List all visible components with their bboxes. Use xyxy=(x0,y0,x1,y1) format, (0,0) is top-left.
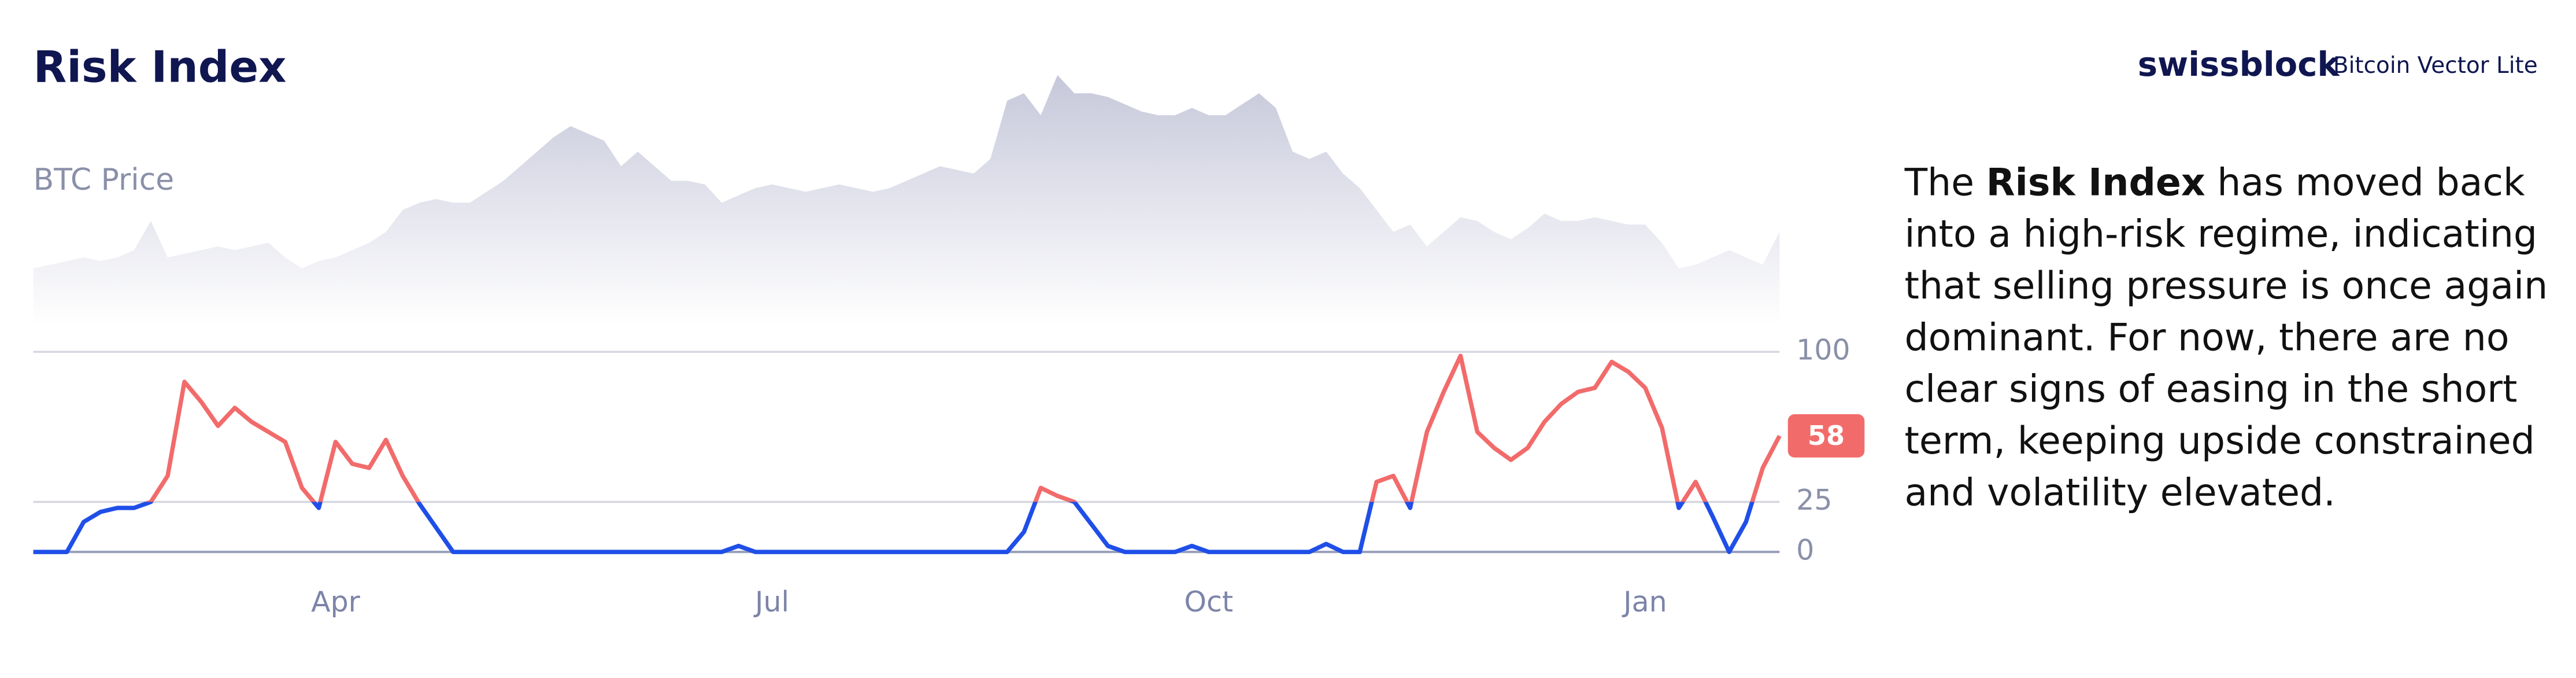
y-tick-label: 25 xyxy=(1796,484,1832,517)
x-tick-label: Apr xyxy=(311,585,361,618)
product: Bitcoin Vector Lite xyxy=(2333,53,2538,79)
annotation-box: The Risk Index has moved back into a hig… xyxy=(1904,159,2562,520)
brand: swissblock xyxy=(2138,45,2341,84)
y-tick-label: 100 xyxy=(1796,334,1850,367)
annotation-text: has moved back into a high-risk regime, … xyxy=(1904,161,2548,515)
annotation: The Risk Index has moved back into a hig… xyxy=(1904,159,2562,520)
risk-line xyxy=(33,353,1782,554)
x-tick-label: Jul xyxy=(753,585,789,618)
value-label: 58 xyxy=(1808,420,1845,451)
price-label: BTC Price xyxy=(34,163,175,197)
chart-title: Risk Index xyxy=(34,42,287,93)
annotation-text: The xyxy=(1904,161,1986,205)
x-tick-label: Oct xyxy=(1184,585,1233,618)
annotation-bold: Risk Index xyxy=(1986,161,2205,205)
value-badge xyxy=(1787,414,1865,458)
x-tick-label: Jan xyxy=(1622,585,1667,618)
price-area xyxy=(33,75,1780,334)
y-tick-label: 0 xyxy=(1796,534,1814,567)
